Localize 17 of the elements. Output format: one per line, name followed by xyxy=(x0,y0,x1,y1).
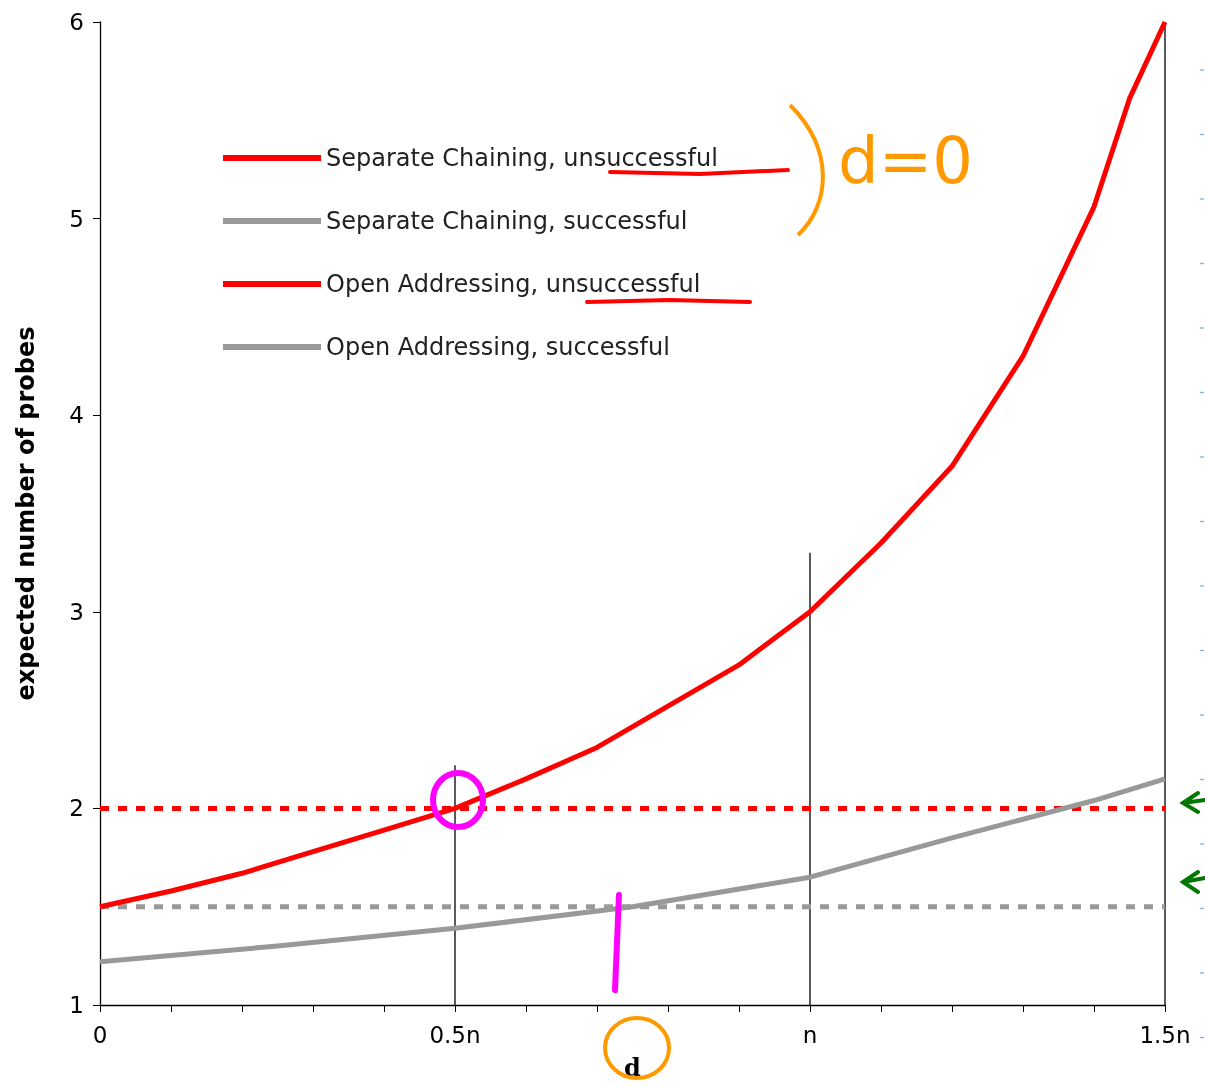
y-tick-label: 6 xyxy=(69,9,84,35)
legend-label: Separate Chaining, successful xyxy=(326,207,688,235)
y-tick-label: 1 xyxy=(69,992,84,1018)
x-tick-label: 0.5n xyxy=(429,1021,481,1048)
y-tick-label: 5 xyxy=(69,205,84,232)
y-axis-title: expected number of probes xyxy=(12,326,40,701)
y-tick-label: 3 xyxy=(69,598,84,625)
x-tick-label: 1.5n xyxy=(1139,1021,1191,1048)
x-tick-label: n xyxy=(802,1021,818,1048)
legend-label: Open Addressing, successful xyxy=(326,333,670,361)
y-tick-label: 4 xyxy=(69,402,84,429)
y-tick-label: 2 xyxy=(69,795,84,822)
x-axis-title: d xyxy=(624,1052,642,1082)
legend-label: Open Addressing, unsuccessful xyxy=(326,270,701,298)
annotation: d=0 xyxy=(838,124,973,198)
x-tick-label: 0 xyxy=(92,1021,108,1048)
legend-label: Separate Chaining, unsuccessful xyxy=(326,144,718,172)
